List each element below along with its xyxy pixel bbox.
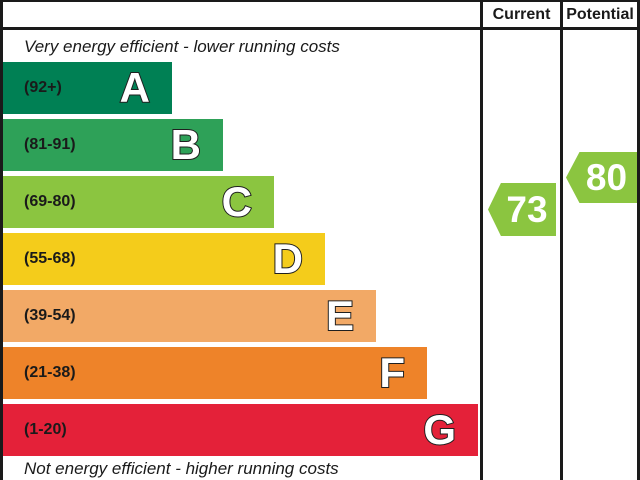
band-range-label: (55-68): [24, 250, 76, 267]
band-range-label: (81-91): [24, 136, 76, 153]
current-column-divider: [480, 0, 483, 480]
band-letter: B: [170, 120, 202, 169]
rating-band-f: (21-38) F: [3, 347, 427, 399]
band-range-label: (92+): [24, 79, 62, 96]
band-range-label: (1-20): [24, 421, 67, 438]
current-rating-arrow: 73: [488, 183, 556, 236]
table-top-border: [0, 0, 640, 2]
bottom-note: Not energy efficient - higher running co…: [24, 459, 339, 478]
rating-band-c: (69-80) C: [3, 176, 274, 228]
header-divider-line: [0, 27, 640, 30]
rating-band-a: (92+) A: [3, 62, 172, 114]
table-left-border: [0, 0, 3, 480]
current-column-header: Current: [492, 6, 551, 23]
band-letter: D: [272, 234, 304, 283]
current-rating-value: 73: [506, 188, 548, 230]
band-letter: E: [325, 291, 355, 340]
band-range-label: (39-54): [24, 307, 76, 324]
band-letter: A: [119, 63, 151, 112]
rating-band-g: (1-20) G: [3, 404, 478, 456]
top-note: Very energy efficient - lower running co…: [24, 37, 340, 56]
band-letter: G: [422, 405, 457, 454]
rating-band-e: (39-54) E: [3, 290, 376, 342]
band-letter: F: [378, 348, 406, 397]
band-range-label: (21-38): [24, 364, 76, 381]
rating-band-b: (81-91) B: [3, 119, 223, 171]
potential-rating-arrow: 80: [566, 152, 637, 203]
rating-band-d: (55-68) D: [3, 233, 325, 285]
potential-column-divider: [560, 0, 563, 480]
band-letter: C: [221, 177, 253, 226]
band-range-label: (69-80): [24, 193, 76, 210]
potential-rating-value: 80: [585, 156, 628, 198]
table-right-border: [637, 0, 640, 480]
potential-column-header: Potential: [566, 6, 634, 23]
